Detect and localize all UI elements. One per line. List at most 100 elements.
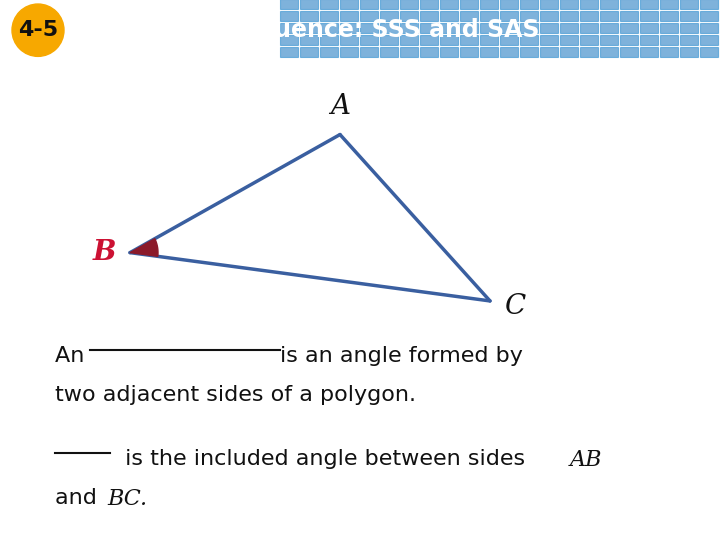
FancyBboxPatch shape: [660, 0, 678, 9]
FancyBboxPatch shape: [640, 0, 658, 9]
FancyBboxPatch shape: [440, 35, 458, 45]
FancyBboxPatch shape: [400, 48, 418, 57]
FancyBboxPatch shape: [640, 11, 658, 21]
FancyBboxPatch shape: [560, 0, 578, 9]
Text: is an angle formed by: is an angle formed by: [280, 346, 523, 366]
FancyBboxPatch shape: [480, 48, 498, 57]
FancyBboxPatch shape: [520, 48, 538, 57]
FancyBboxPatch shape: [400, 11, 418, 21]
FancyBboxPatch shape: [420, 11, 438, 21]
FancyBboxPatch shape: [680, 35, 698, 45]
FancyBboxPatch shape: [460, 48, 478, 57]
FancyBboxPatch shape: [540, 23, 558, 33]
FancyBboxPatch shape: [340, 11, 358, 21]
FancyBboxPatch shape: [340, 0, 358, 9]
FancyBboxPatch shape: [520, 11, 538, 21]
FancyBboxPatch shape: [460, 23, 478, 33]
FancyBboxPatch shape: [500, 0, 518, 9]
FancyBboxPatch shape: [560, 23, 578, 33]
FancyBboxPatch shape: [300, 23, 318, 33]
FancyBboxPatch shape: [400, 23, 418, 33]
FancyBboxPatch shape: [320, 35, 338, 45]
FancyBboxPatch shape: [640, 35, 658, 45]
FancyBboxPatch shape: [300, 48, 318, 57]
Text: AB: AB: [570, 449, 603, 471]
FancyBboxPatch shape: [580, 11, 598, 21]
FancyBboxPatch shape: [560, 11, 578, 21]
FancyBboxPatch shape: [520, 0, 538, 9]
FancyBboxPatch shape: [600, 11, 618, 21]
FancyBboxPatch shape: [560, 35, 578, 45]
FancyBboxPatch shape: [700, 48, 718, 57]
FancyBboxPatch shape: [700, 0, 718, 9]
FancyBboxPatch shape: [640, 48, 658, 57]
FancyBboxPatch shape: [280, 35, 298, 45]
FancyBboxPatch shape: [540, 35, 558, 45]
Text: An: An: [55, 346, 91, 366]
FancyBboxPatch shape: [380, 48, 398, 57]
Text: and: and: [55, 488, 104, 508]
FancyBboxPatch shape: [500, 11, 518, 21]
FancyBboxPatch shape: [460, 35, 478, 45]
FancyBboxPatch shape: [360, 35, 378, 45]
FancyBboxPatch shape: [360, 0, 378, 9]
FancyBboxPatch shape: [680, 0, 698, 9]
FancyBboxPatch shape: [280, 0, 298, 9]
FancyBboxPatch shape: [620, 23, 638, 33]
FancyBboxPatch shape: [340, 23, 358, 33]
FancyBboxPatch shape: [600, 48, 618, 57]
FancyBboxPatch shape: [640, 23, 658, 33]
FancyBboxPatch shape: [320, 0, 338, 9]
FancyBboxPatch shape: [280, 23, 298, 33]
FancyBboxPatch shape: [620, 11, 638, 21]
FancyBboxPatch shape: [320, 23, 338, 33]
FancyBboxPatch shape: [580, 35, 598, 45]
FancyBboxPatch shape: [420, 48, 438, 57]
FancyBboxPatch shape: [620, 0, 638, 9]
FancyBboxPatch shape: [680, 48, 698, 57]
Text: is the included angle between sides: is the included angle between sides: [118, 449, 532, 469]
FancyBboxPatch shape: [500, 23, 518, 33]
FancyBboxPatch shape: [580, 23, 598, 33]
FancyBboxPatch shape: [660, 35, 678, 45]
FancyBboxPatch shape: [480, 35, 498, 45]
FancyBboxPatch shape: [380, 0, 398, 9]
FancyBboxPatch shape: [700, 35, 718, 45]
Polygon shape: [130, 239, 158, 256]
FancyBboxPatch shape: [680, 23, 698, 33]
FancyBboxPatch shape: [620, 48, 638, 57]
FancyBboxPatch shape: [380, 35, 398, 45]
FancyBboxPatch shape: [600, 23, 618, 33]
Text: Copyright © by Holt Mc Dougal. All Rights Reserved.: Copyright © by Holt Mc Dougal. All Right…: [415, 518, 708, 528]
FancyBboxPatch shape: [280, 48, 298, 57]
FancyBboxPatch shape: [360, 11, 378, 21]
FancyBboxPatch shape: [660, 48, 678, 57]
FancyBboxPatch shape: [660, 11, 678, 21]
FancyBboxPatch shape: [380, 23, 398, 33]
Text: 4-5: 4-5: [18, 20, 58, 40]
FancyBboxPatch shape: [520, 23, 538, 33]
FancyBboxPatch shape: [460, 0, 478, 9]
FancyBboxPatch shape: [540, 0, 558, 9]
FancyBboxPatch shape: [500, 48, 518, 57]
FancyBboxPatch shape: [680, 11, 698, 21]
FancyBboxPatch shape: [360, 23, 378, 33]
FancyBboxPatch shape: [420, 35, 438, 45]
FancyBboxPatch shape: [340, 35, 358, 45]
FancyBboxPatch shape: [600, 35, 618, 45]
Text: C: C: [505, 293, 526, 320]
FancyBboxPatch shape: [620, 35, 638, 45]
FancyBboxPatch shape: [300, 35, 318, 45]
Text: Triangle Congruence: SSS and SAS: Triangle Congruence: SSS and SAS: [80, 18, 539, 42]
FancyBboxPatch shape: [440, 11, 458, 21]
FancyBboxPatch shape: [360, 48, 378, 57]
FancyBboxPatch shape: [480, 23, 498, 33]
FancyBboxPatch shape: [580, 0, 598, 9]
FancyBboxPatch shape: [700, 11, 718, 21]
FancyBboxPatch shape: [520, 35, 538, 45]
FancyBboxPatch shape: [400, 0, 418, 9]
FancyBboxPatch shape: [300, 0, 318, 9]
FancyBboxPatch shape: [440, 23, 458, 33]
FancyBboxPatch shape: [440, 48, 458, 57]
FancyBboxPatch shape: [540, 11, 558, 21]
